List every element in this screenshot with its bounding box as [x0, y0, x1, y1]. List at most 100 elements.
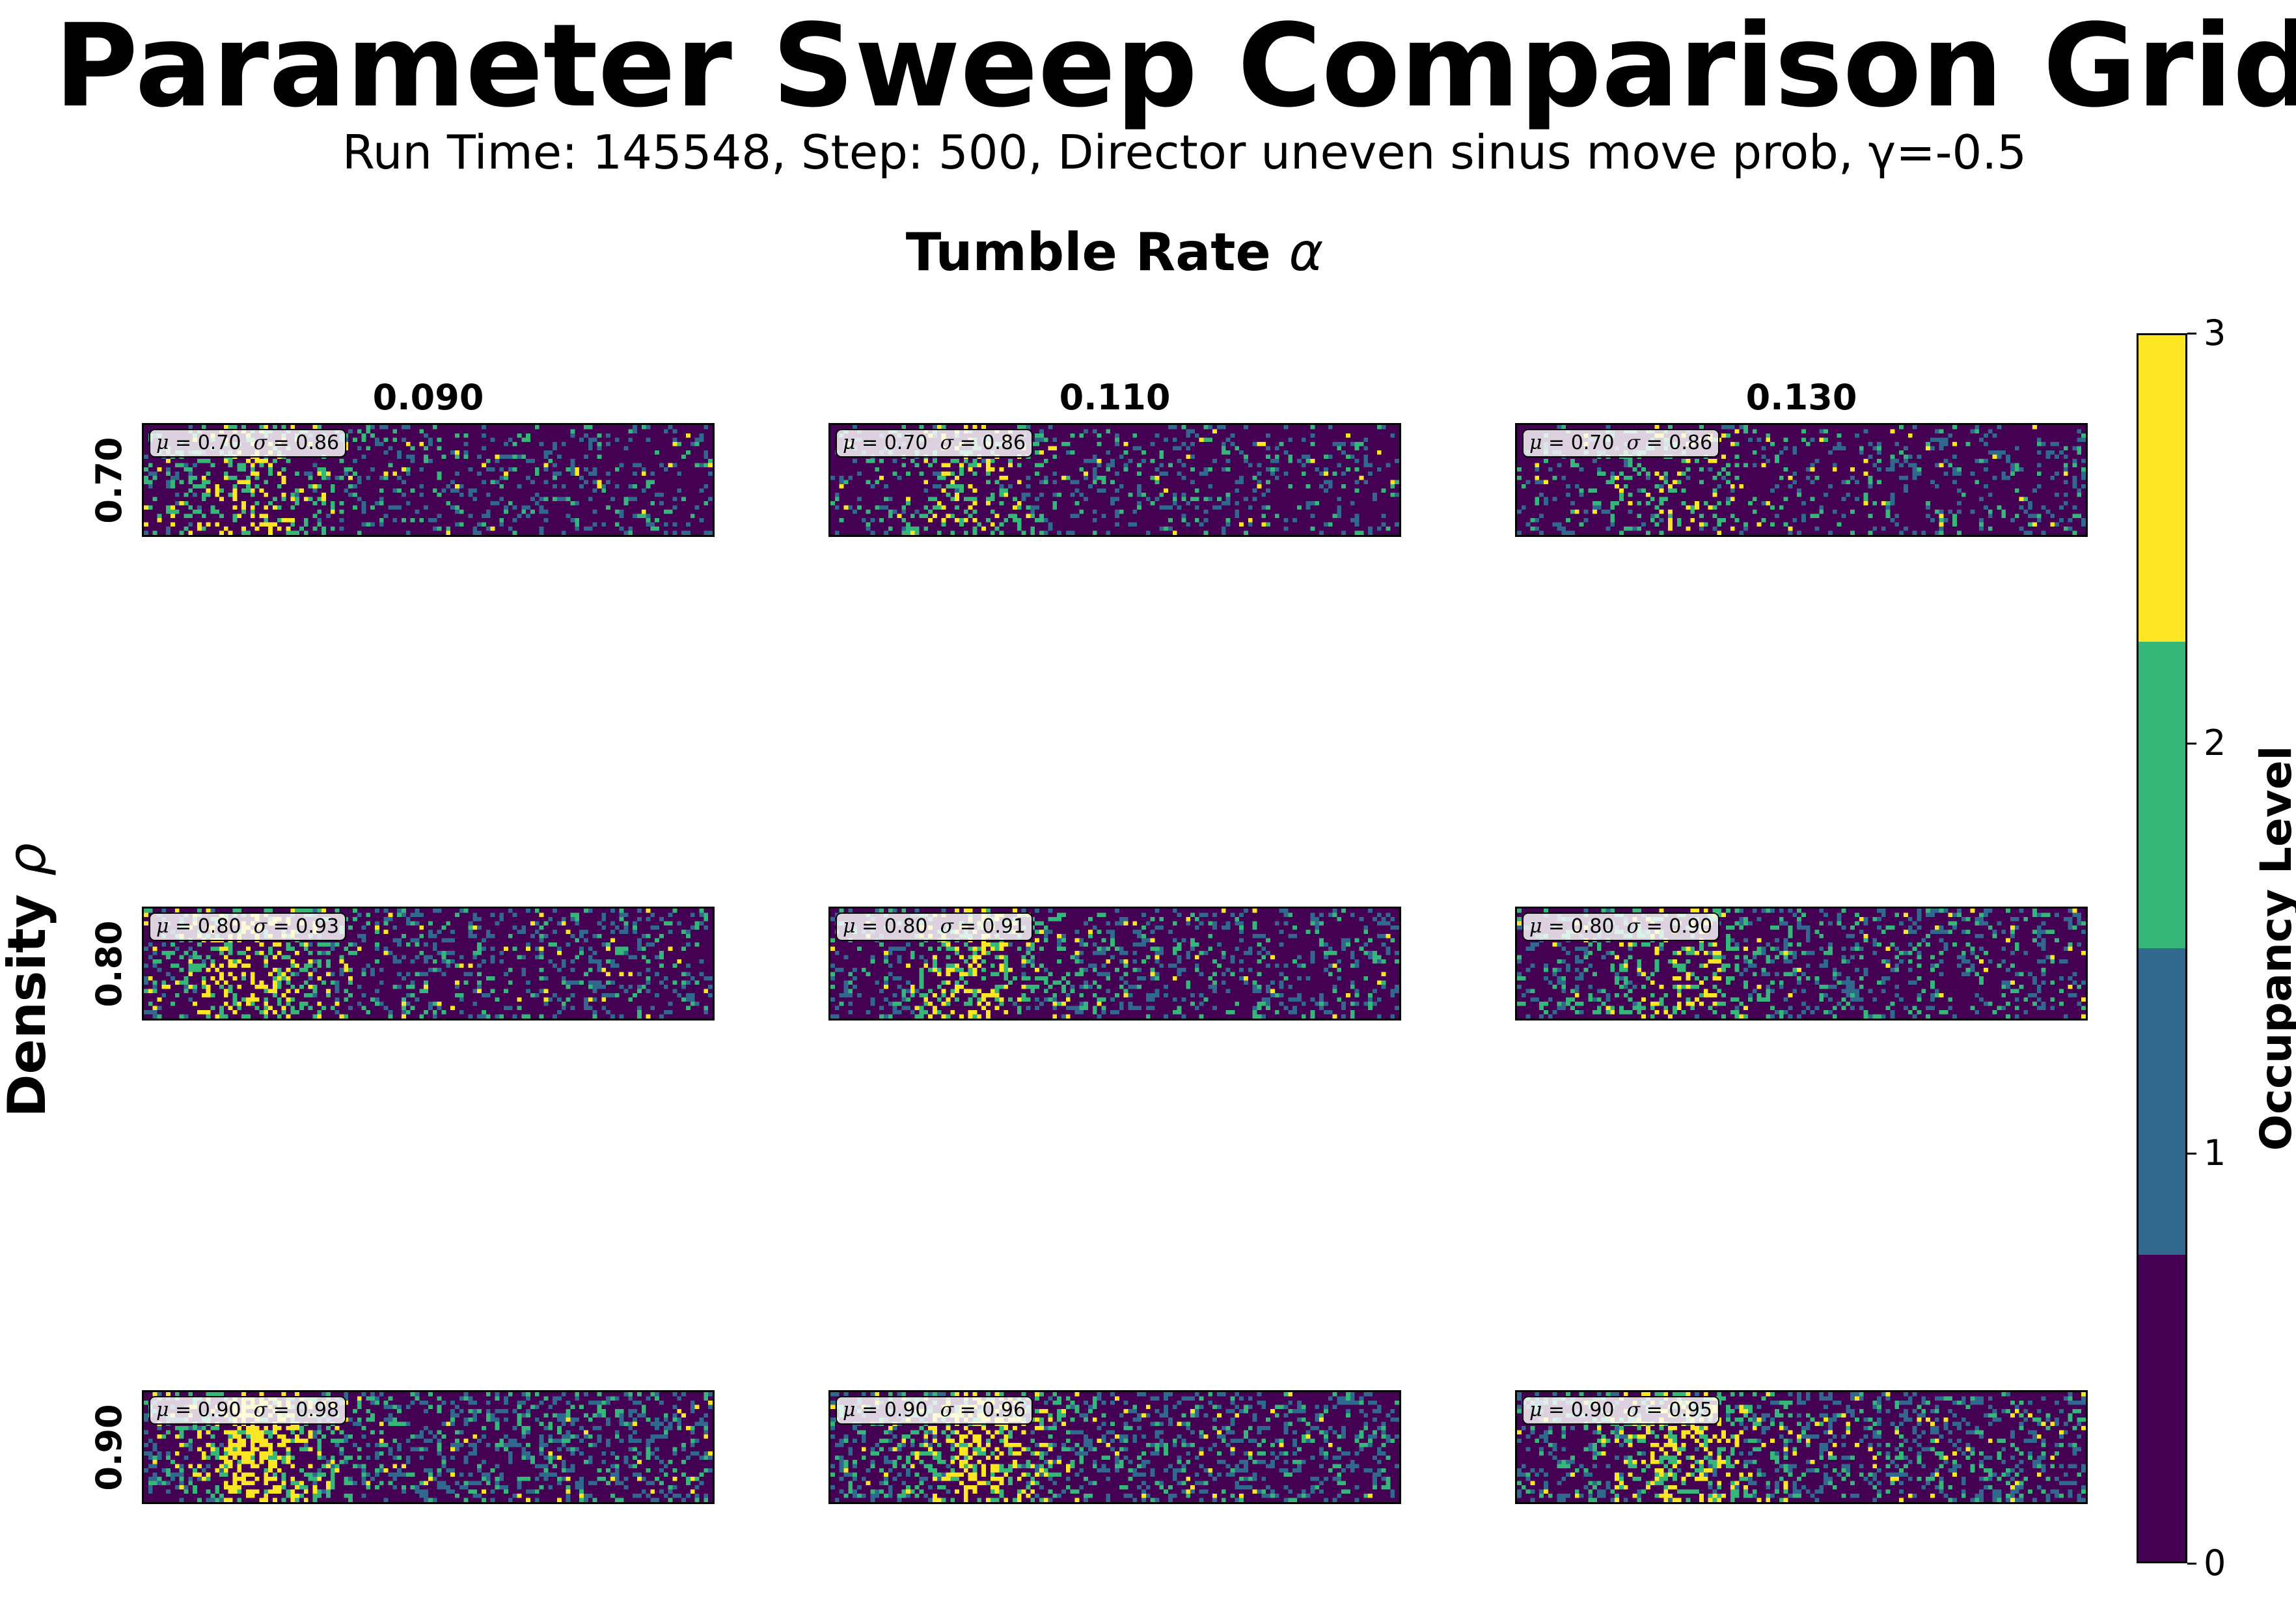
- heatmap-cell: [1961, 972, 1966, 976]
- heatmap-cell: [1088, 917, 1093, 922]
- heatmap-cell: [254, 985, 260, 989]
- heatmap-cell: [428, 968, 433, 972]
- heatmap-cell: [1695, 951, 1699, 955]
- heatmap-cell: [1934, 925, 1939, 930]
- heatmap-cell: [883, 484, 888, 489]
- heatmap-cell: [246, 963, 251, 968]
- heatmap-cell: [166, 951, 171, 955]
- heatmap-cell: [968, 463, 973, 467]
- heatmap-cell: [619, 510, 624, 514]
- heatmap-cell: [508, 467, 513, 472]
- heatmap-cell: [517, 484, 522, 489]
- heatmap-cell: [1574, 946, 1579, 951]
- heatmap-cell: [1517, 921, 1522, 925]
- heatmap-cell: [419, 484, 424, 489]
- heatmap-cell: [321, 476, 326, 480]
- heatmap-cell: [1761, 997, 1766, 1002]
- heatmap-cell: [955, 909, 960, 913]
- heatmap-cell: [1819, 510, 1824, 514]
- heatmap-cell: [681, 972, 687, 976]
- heatmap-cell: [441, 955, 446, 959]
- heatmap-cell: [1225, 501, 1231, 506]
- chart-subtitle: Run Time: 145548, Step: 500, Director un…: [342, 125, 2027, 180]
- heatmap-cell: [985, 463, 991, 467]
- heatmap-cell: [472, 527, 478, 531]
- heatmap-cell: [1177, 459, 1182, 463]
- heatmap-cell: [883, 1014, 888, 1019]
- heatmap-cell: [1730, 946, 1735, 951]
- heatmap-cell: [1975, 429, 1980, 433]
- heatmap-cell: [504, 946, 508, 951]
- heatmap-cell: [1930, 480, 1935, 484]
- heatmap-cell: [1805, 963, 1811, 968]
- heatmap-cell: [357, 912, 362, 917]
- heatmap-cell: [530, 934, 535, 939]
- heatmap-cell: [1539, 530, 1544, 535]
- heatmap-cell: [2077, 985, 2082, 989]
- heatmap-cell: [601, 997, 607, 1002]
- heatmap-cell: [290, 505, 295, 510]
- heatmap-cell: [928, 1014, 933, 1019]
- heatmap-cell: [348, 429, 353, 433]
- heatmap-cell: [170, 476, 175, 480]
- heatmap-cell: [1181, 1014, 1186, 1019]
- heatmap-cell: [1221, 909, 1226, 913]
- heatmap-cell: [614, 467, 620, 472]
- heatmap-cell: [179, 1014, 184, 1019]
- heatmap-cell: [879, 1014, 884, 1019]
- heatmap-cell: [1017, 501, 1022, 506]
- heatmap-cell: [1814, 929, 1820, 934]
- heatmap-cell: [968, 909, 973, 913]
- heatmap-cell: [1137, 505, 1141, 510]
- heatmap-cell: [1230, 959, 1235, 964]
- heatmap-cell: [450, 959, 455, 964]
- heatmap-cell: [1805, 925, 1811, 930]
- heatmap-cell: [919, 471, 924, 476]
- heatmap-cell: [1172, 501, 1177, 506]
- heatmap-cell: [1837, 921, 1842, 925]
- heatmap-cell: [690, 912, 695, 917]
- heatmap-cell: [994, 997, 1000, 1002]
- heatmap-cell: [1850, 989, 1855, 993]
- heatmap-cell: [1610, 476, 1615, 480]
- heatmap-cell: [468, 934, 473, 939]
- heatmap-cell: [1956, 963, 1961, 968]
- heatmap-cell: [968, 963, 973, 968]
- heatmap-cell: [1030, 989, 1035, 993]
- heatmap-cell: [972, 968, 977, 972]
- heatmap-cell: [1208, 985, 1213, 989]
- heatmap-cell: [1596, 1010, 1602, 1015]
- heatmap-cell: [277, 985, 282, 989]
- heatmap-cell: [1373, 497, 1377, 501]
- heatmap-cell: [161, 980, 167, 985]
- heatmap-cell: [1363, 976, 1369, 981]
- heatmap-cell: [641, 488, 646, 493]
- heatmap-cell: [1561, 1002, 1566, 1006]
- heatmap-cell: [1997, 454, 2002, 459]
- heatmap-cell: [1672, 959, 1677, 964]
- heatmap-cell: [1606, 993, 1611, 998]
- heatmap-cell: [659, 501, 664, 506]
- heatmap-cell: [1841, 997, 1846, 1002]
- heatmap-cell: [1792, 480, 1797, 484]
- heatmap-cell: [361, 433, 366, 438]
- heatmap-cell: [1323, 522, 1328, 527]
- heatmap-cell: [1150, 993, 1155, 998]
- heatmap-cell: [548, 997, 553, 1002]
- heatmap-cell: [259, 522, 264, 527]
- heatmap-cell: [1012, 976, 1017, 981]
- heatmap-cell: [2028, 522, 2033, 527]
- heatmap-cell: [1841, 946, 1846, 951]
- heatmap-cell: [1721, 963, 1726, 968]
- heatmap-cell: [2068, 921, 2073, 925]
- heatmap-cell: [1177, 1010, 1182, 1015]
- heatmap-cell: [1788, 972, 1793, 976]
- heatmap-cell: [1788, 993, 1793, 998]
- heatmap-cell: [432, 518, 437, 523]
- heatmap-cell: [499, 522, 504, 527]
- heatmap-cell: [1101, 912, 1106, 917]
- heatmap-cell: [990, 942, 995, 947]
- heatmap-cell: [219, 514, 224, 518]
- heatmap-cell: [614, 1396, 620, 1401]
- heatmap-cell: [335, 942, 340, 947]
